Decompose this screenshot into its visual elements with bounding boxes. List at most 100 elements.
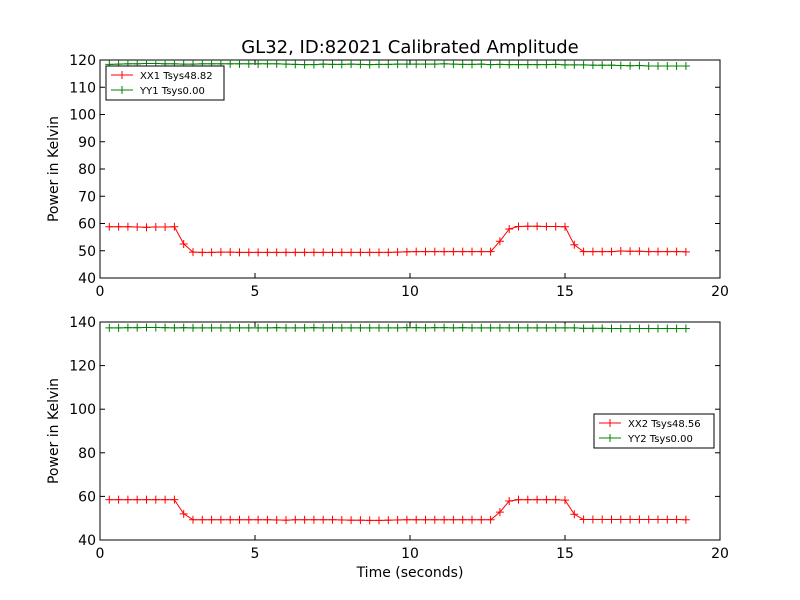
data-point — [226, 323, 235, 332]
data-point — [514, 323, 523, 332]
data-point — [663, 324, 672, 333]
data-point — [133, 323, 142, 332]
data-point — [114, 323, 123, 332]
data-point — [309, 515, 318, 524]
data-point — [337, 515, 346, 524]
data-point — [495, 60, 504, 69]
data-point — [607, 247, 616, 256]
x-tick-label: 0 — [96, 546, 105, 562]
data-point — [616, 324, 625, 333]
data-point — [291, 515, 300, 524]
data-point — [635, 61, 644, 70]
panel-2: 0 5 10 15 20 40 60 80 100 120 140 Power in Kelvin Ti… — [46, 315, 729, 581]
data-point — [189, 515, 197, 524]
data-point — [375, 248, 383, 257]
data-point — [319, 323, 328, 332]
data-point — [235, 248, 244, 257]
data-point — [309, 248, 318, 257]
data-point — [542, 60, 551, 69]
data-point — [430, 515, 439, 524]
data-point — [216, 515, 225, 524]
data-point — [588, 515, 597, 524]
data-point — [226, 248, 235, 257]
data-point — [337, 248, 346, 257]
data-point — [468, 323, 476, 332]
data-point — [440, 59, 449, 68]
data-point — [235, 323, 244, 332]
x-tick-label: 5 — [251, 284, 260, 300]
data-point — [514, 222, 523, 231]
data-point — [672, 61, 681, 70]
data-point — [588, 324, 597, 333]
data-point — [347, 60, 356, 69]
data-point — [309, 60, 318, 69]
data-point — [458, 515, 467, 524]
data-point — [207, 248, 216, 257]
y-tick-label: 120 — [69, 359, 96, 375]
data-point — [263, 59, 272, 68]
data-point — [263, 323, 272, 332]
data-point — [105, 495, 114, 504]
data-point — [179, 509, 188, 518]
data-point — [523, 323, 532, 332]
data-point — [170, 323, 179, 332]
data-point — [375, 60, 383, 69]
data-point — [533, 60, 542, 69]
data-point — [328, 323, 337, 332]
data-point — [421, 515, 430, 524]
data-point — [505, 323, 514, 332]
data-point — [561, 496, 569, 505]
data-point — [421, 323, 430, 332]
data-point — [616, 247, 625, 256]
data-point — [161, 223, 170, 232]
data-point — [375, 516, 383, 525]
y-tick-label: 60 — [78, 217, 96, 233]
legend-marker — [118, 86, 126, 94]
data-point — [644, 247, 653, 256]
data-point — [282, 516, 290, 525]
y-tick-label: 40 — [78, 533, 96, 549]
data-point — [579, 60, 588, 69]
data-point — [244, 323, 253, 332]
y-tick-label: 100 — [69, 108, 96, 124]
data-point — [449, 247, 458, 256]
panel-1: 0 5 10 15 20 40 50 60 70 80 90 100 110 120 Power in Ke… — [46, 53, 729, 300]
data-point — [458, 60, 467, 69]
data-point — [449, 515, 458, 524]
data-point — [291, 248, 300, 257]
data-point — [607, 324, 616, 333]
data-point — [654, 61, 662, 70]
data-point — [561, 60, 569, 69]
data-point — [151, 323, 160, 332]
data-point — [663, 515, 672, 524]
y-tick-label: 110 — [69, 80, 96, 96]
data-point — [486, 247, 495, 256]
data-point — [328, 60, 337, 69]
data-point — [449, 323, 458, 332]
x-tick-label: 20 — [711, 284, 729, 300]
data-point — [393, 323, 402, 332]
data-point — [551, 323, 560, 332]
y-tick-label: 140 — [69, 315, 96, 331]
data-point — [523, 495, 532, 504]
data-point — [440, 323, 449, 332]
legend-box — [105, 65, 225, 101]
data-point — [356, 516, 365, 525]
data-point — [402, 60, 411, 69]
data-point — [570, 510, 579, 519]
data-point — [635, 324, 644, 333]
data-point — [254, 248, 263, 257]
data-point — [654, 324, 662, 333]
data-point — [598, 324, 607, 333]
data-point — [542, 495, 551, 504]
series-1 — [105, 222, 690, 257]
y-tick-label: 100 — [69, 402, 96, 418]
data-point — [170, 495, 179, 504]
data-point — [495, 508, 504, 517]
data-point — [282, 323, 290, 332]
data-point — [300, 515, 309, 524]
data-point — [430, 247, 439, 256]
data-point — [626, 324, 635, 333]
data-point — [105, 222, 114, 231]
data-point — [282, 60, 290, 69]
